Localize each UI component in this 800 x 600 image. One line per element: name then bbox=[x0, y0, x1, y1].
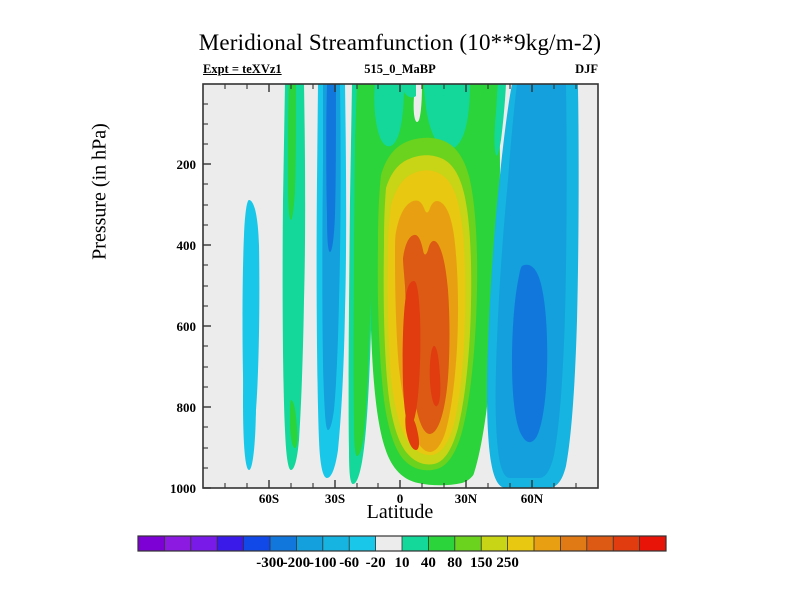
contour-neutral-right-edge bbox=[570, 84, 598, 488]
y-tick-label: 800 bbox=[177, 400, 197, 415]
x-axis-tick-labels: 60S 30S 0 30N 60N bbox=[259, 491, 544, 506]
colorbar-swatch bbox=[296, 536, 324, 551]
colorbar-tick-label: -60 bbox=[339, 555, 359, 571]
x-axis-major-ticks bbox=[268, 84, 533, 488]
colorbar-tick-labels: -300-200-100 -60 -20 10 40 80 150 250 bbox=[256, 555, 519, 571]
colorbar-swatch bbox=[243, 536, 271, 551]
x-tick-label: 60N bbox=[521, 491, 544, 506]
contour-southern-band-a-core2 bbox=[288, 84, 296, 220]
experiment-label: Expt = teXVz1 bbox=[203, 62, 282, 76]
y-tick-label: 400 bbox=[177, 238, 197, 253]
colorbar-tick-label: -300 bbox=[256, 555, 284, 571]
colorbar-tick-label: 10 bbox=[395, 555, 410, 571]
colorbar bbox=[138, 536, 667, 551]
colorbar-swatch bbox=[270, 536, 297, 551]
contour-top-noise-a bbox=[404, 84, 416, 98]
colorbar-tick-label: -200 bbox=[283, 555, 311, 571]
x-tick-label: 60S bbox=[259, 491, 279, 506]
x-axis-label: Latitude bbox=[366, 501, 434, 523]
colorbar-tick-label: 80 bbox=[447, 555, 462, 571]
y-axis-tick-labels: 200 400 600 800 1000 bbox=[170, 157, 196, 496]
contour-field bbox=[242, 84, 598, 488]
contour-southern-polar-blob-inner bbox=[243, 340, 256, 470]
colorbar-swatch bbox=[164, 536, 192, 551]
x-tick-label: 30S bbox=[325, 491, 345, 506]
dataset-label: 515_0_MaBP bbox=[364, 62, 436, 76]
x-tick-label: 0 bbox=[397, 491, 404, 506]
contour-northern-cell-core bbox=[512, 264, 548, 443]
colorbar-frame bbox=[137, 535, 667, 552]
y-tick-label: 1000 bbox=[170, 481, 196, 496]
contour-tropical-springgreen-pocket-b bbox=[424, 84, 470, 150]
colorbar-swatch bbox=[639, 536, 667, 551]
contour-tropical-springgreen-pocket-a bbox=[374, 84, 404, 147]
colorbar-swatch bbox=[560, 536, 588, 551]
colorbar-swatch bbox=[138, 536, 165, 551]
x-axis-minor-ticks bbox=[224, 84, 577, 488]
page-title: Meridional Streamfunction (10**9kg/m-2) bbox=[198, 30, 602, 55]
y-axis-major-ticks bbox=[203, 163, 211, 489]
y-axis-minor-ticks bbox=[203, 103, 208, 469]
contour-north-green-sliver bbox=[494, 84, 506, 156]
colorbar-swatch bbox=[428, 536, 456, 551]
colorbar-swatch bbox=[613, 536, 641, 551]
colorbar-tick-label: -20 bbox=[366, 555, 386, 571]
colorbar-swatch bbox=[190, 536, 218, 551]
season-label: DJF bbox=[575, 62, 598, 76]
contour-southern-band-a-core bbox=[290, 400, 298, 448]
contour-southern-band-b-core bbox=[326, 84, 336, 252]
contour-tropical-red-core-upper bbox=[402, 281, 421, 427]
colorbar-swatch bbox=[375, 536, 403, 551]
colorbar-tick-label: 40 bbox=[421, 555, 436, 571]
contour-tropical-red-core-bottom bbox=[405, 414, 420, 450]
y-tick-label: 600 bbox=[177, 319, 197, 334]
contour-top-noise-b bbox=[470, 84, 482, 102]
colorbar-swatch bbox=[322, 536, 350, 551]
colorbar-swatch bbox=[402, 536, 429, 551]
contour-tropical-red-core-lower bbox=[429, 346, 441, 407]
colorbar-swatch bbox=[507, 536, 535, 551]
y-tick-label: 200 bbox=[177, 157, 197, 172]
contour-southern-transition-green bbox=[353, 84, 373, 456]
colorbar-tick-label: 250 bbox=[496, 555, 519, 571]
colorbar-tick-label: -100 bbox=[309, 555, 337, 571]
colorbar-swatch bbox=[454, 536, 482, 551]
x-tick-label: 30N bbox=[455, 491, 478, 506]
colorbar-swatch bbox=[349, 536, 377, 551]
colorbar-swatch bbox=[481, 536, 509, 551]
colorbar-swatch bbox=[534, 536, 561, 551]
colorbar-swatch bbox=[217, 536, 245, 551]
colorbar-swatch bbox=[586, 536, 614, 551]
colorbar-tick-label: 150 bbox=[470, 555, 493, 571]
